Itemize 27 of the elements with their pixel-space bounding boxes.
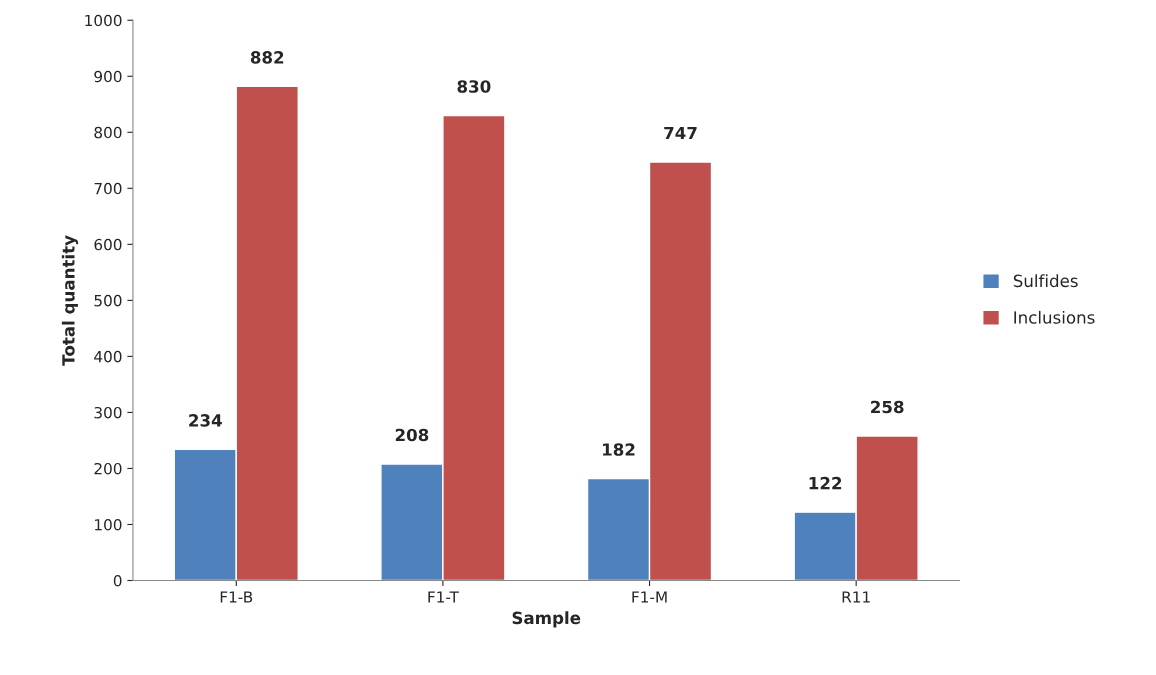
y-tick-label: 400 (94, 350, 122, 363)
legend-label: Sulfides (1013, 274, 1078, 288)
y-tick-label: 800 (94, 126, 122, 139)
data-label: 747 (664, 126, 697, 140)
x-tick-label: F1-M (632, 591, 667, 603)
legend-label: Inclusions (1014, 310, 1095, 324)
data-label: 882 (250, 51, 284, 64)
data-label: 182 (603, 443, 635, 456)
y-tick-label: 0 (113, 574, 122, 587)
x-tick-label: F1-B (220, 591, 253, 603)
data-label: 258 (871, 400, 904, 414)
x-tick-label: F1-T (428, 591, 459, 603)
data-label: 122 (809, 476, 842, 490)
y-tick-label: 200 (94, 462, 122, 475)
y-tick-label: 900 (94, 70, 122, 83)
y-tick-label: 500 (94, 294, 122, 307)
data-label: 234 (189, 414, 222, 427)
x-tick-label: R11 (842, 591, 870, 603)
y-tick-label: 700 (94, 182, 122, 195)
x-axis-title: Sample (512, 611, 581, 628)
y-tick-label: 100 (95, 518, 122, 531)
y-axis-title: Total quantity (61, 235, 79, 366)
data-label: 208 (395, 428, 429, 442)
data-label: 830 (457, 80, 491, 93)
y-tick-label: 300 (94, 406, 122, 419)
y-tick-label: 1000 (85, 14, 122, 27)
y-tick-label: 600 (94, 238, 122, 251)
